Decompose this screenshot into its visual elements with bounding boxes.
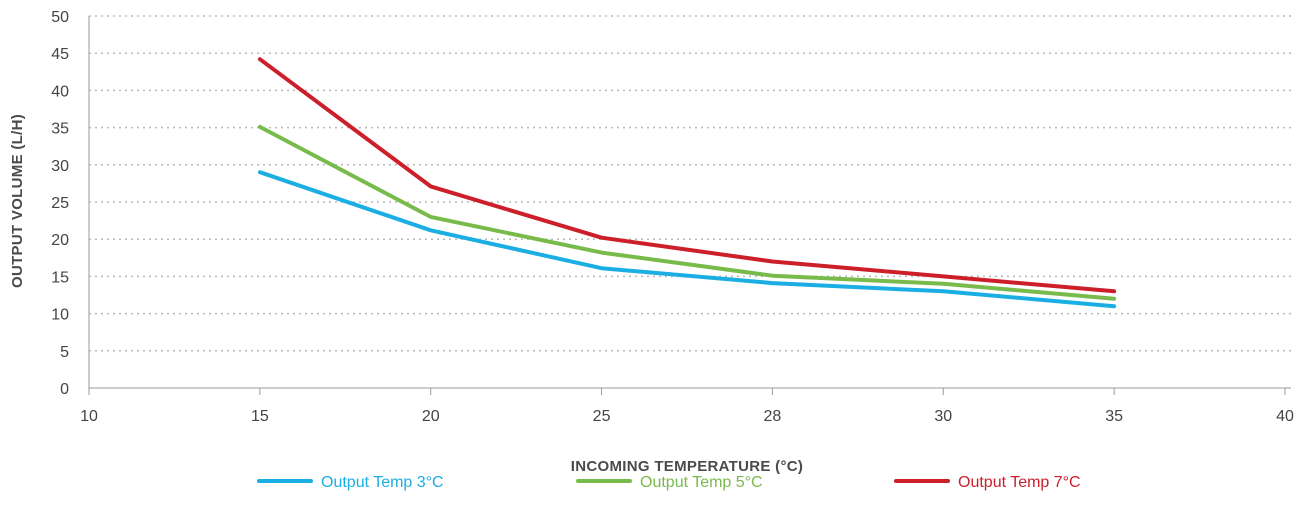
x-tick-label-15: 15	[251, 408, 269, 425]
y-tick-label-35: 35	[51, 121, 69, 138]
legend-label-3: Output Temp 7°C	[958, 474, 1081, 491]
y-axis-title: OUTPUT VOLUME (L/H)	[9, 114, 26, 288]
y-tick-label-45: 45	[51, 46, 69, 63]
y-tick-label-30: 30	[51, 158, 69, 175]
series-line-2	[257, 124, 1117, 301]
x-tick-label-35: 35	[1105, 408, 1123, 425]
legend-item-1: Output Temp 3°C	[257, 474, 444, 491]
y-tick-label-0: 0	[60, 381, 69, 398]
legend: Output Temp 3°C Output Temp 5°C Output Tem…	[257, 474, 1081, 491]
series-lines	[257, 57, 1117, 309]
x-tick-label-20: 20	[422, 408, 440, 425]
y-tick-label-50: 50	[51, 9, 69, 26]
y-tick-label-20: 20	[51, 232, 69, 249]
series-line-3	[257, 57, 1117, 294]
legend-item-2: Output Temp 5°C	[576, 474, 763, 491]
legend-item-3: Output Temp 7°C	[894, 474, 1081, 491]
y-tick-label-25: 25	[51, 195, 69, 212]
y-tick-label-40: 40	[51, 83, 69, 100]
x-tick-label-10: 10	[80, 408, 98, 425]
legend-label-2: Output Temp 5°C	[640, 474, 763, 491]
series-line-1	[257, 170, 1117, 309]
x-axis-title: INCOMING TEMPERATURE (°C)	[571, 458, 803, 475]
x-tick-label-40: 40	[1276, 408, 1294, 425]
y-tick-label-15: 15	[51, 269, 69, 286]
x-tick-label-25: 25	[593, 408, 611, 425]
tick-labels: 0 5 10 15 20 25 30 35 40 45 50 10 15 20 25 28 30 35 40	[51, 9, 1294, 425]
x-tick-label-30: 30	[934, 408, 952, 425]
legend-label-1: Output Temp 3°C	[321, 474, 444, 491]
y-tick-label-10: 10	[51, 307, 69, 324]
x-tick-label-28: 28	[764, 408, 782, 425]
y-tick-label-5: 5	[60, 344, 69, 361]
axes	[88, 16, 1291, 395]
